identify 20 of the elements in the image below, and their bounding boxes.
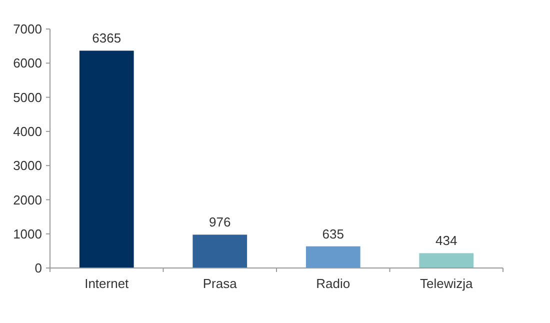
y-tick-label: 0 [34,260,42,276]
y-tick-label: 1000 [13,226,42,242]
data-label: 635 [322,226,344,242]
y-tick-label: 3000 [13,158,42,174]
bar [419,253,474,268]
x-tick-label: Prasa [202,276,238,291]
x-tick-label: Telewizja [420,276,474,291]
data-label: 6365 [92,30,122,46]
y-tick-label: 4000 [13,124,42,139]
data-label: 434 [436,233,458,248]
bar [192,234,248,268]
bar [306,246,360,268]
data-label: 976 [209,214,231,230]
x-tick-label: Internet [84,276,130,291]
y-tick-label: 5000 [13,90,42,105]
y-tick-label: 2000 [13,192,42,208]
bar [79,50,134,268]
y-tick-label: 6000 [13,56,42,71]
x-tick-label: Radio [316,276,350,291]
y-tick-label: 7000 [13,22,42,37]
